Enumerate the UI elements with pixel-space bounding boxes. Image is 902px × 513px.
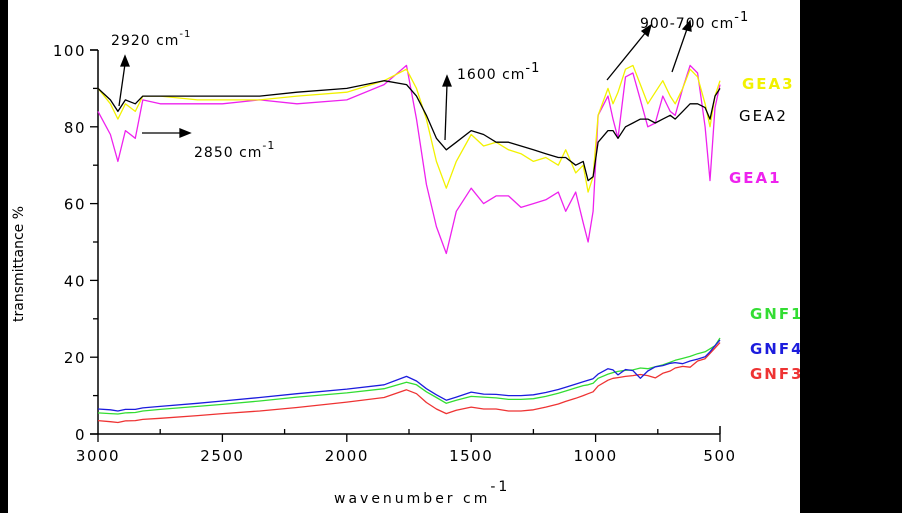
legend-gea3: GEA3 bbox=[742, 75, 795, 93]
legend-gnf1: GNF1 bbox=[750, 305, 800, 323]
annotation-900-700: 900-700 cm-1 bbox=[640, 10, 749, 32]
series-gea1 bbox=[97, 64, 721, 255]
y-tick-label: 20 bbox=[64, 349, 86, 367]
x-axis-title: wavenumber cm-1 bbox=[334, 479, 510, 507]
y-tick-label: 60 bbox=[64, 196, 86, 214]
spectrum-curves bbox=[97, 64, 721, 424]
y-tick-label: 0 bbox=[75, 426, 86, 444]
arrow-head-icon bbox=[179, 128, 192, 138]
x-tick-label: 3000 bbox=[76, 447, 120, 465]
arrow-head-icon bbox=[681, 19, 692, 32]
legend-gnf4: GNF4 bbox=[750, 340, 800, 358]
annotation-2850: 2850 cm-1 bbox=[194, 139, 275, 161]
series-gnf4 bbox=[97, 339, 721, 412]
y-axis-title: transmittance % bbox=[11, 206, 27, 322]
x-tick-label: 1500 bbox=[449, 447, 493, 465]
series-gea3 bbox=[97, 64, 721, 193]
legend-gea2: GEA2 bbox=[739, 107, 788, 125]
x-axis: 3000 2500 2000 1500 1000 500 bbox=[76, 426, 736, 465]
x-tick-label: 500 bbox=[703, 447, 736, 465]
x-tick-label: 2500 bbox=[200, 447, 244, 465]
annotation-1600: 1600 cm-1 bbox=[457, 61, 540, 83]
y-tick-label: 100 bbox=[53, 42, 86, 60]
y-tick-label: 80 bbox=[64, 119, 86, 137]
legend-gnf3: GNF3 bbox=[750, 365, 800, 383]
series-gnf1 bbox=[97, 337, 721, 415]
y-tick-label: 40 bbox=[64, 272, 86, 290]
arrow-head-icon bbox=[640, 23, 653, 38]
x-tick-label: 2000 bbox=[325, 447, 369, 465]
arrow-head-icon bbox=[120, 54, 130, 67]
y-axis: 0 20 40 60 80 100 bbox=[53, 42, 99, 444]
x-tick-label: 1000 bbox=[574, 447, 618, 465]
series-gnf3 bbox=[97, 342, 721, 424]
legend-gea1: GEA1 bbox=[729, 169, 782, 187]
chart-canvas: 0 20 40 60 80 100 3000 2500 2000 1500 1000 500 292… bbox=[8, 0, 800, 513]
arrow-head-icon bbox=[442, 74, 452, 87]
ftir-spectrum-chart: 0 20 40 60 80 100 3000 2500 2000 1500 1000 500 292… bbox=[11, 10, 800, 507]
series-gea2 bbox=[97, 80, 721, 182]
annotation-2920: 2920 cm-1 bbox=[111, 29, 191, 49]
annotation-arrows bbox=[118, 19, 692, 141]
